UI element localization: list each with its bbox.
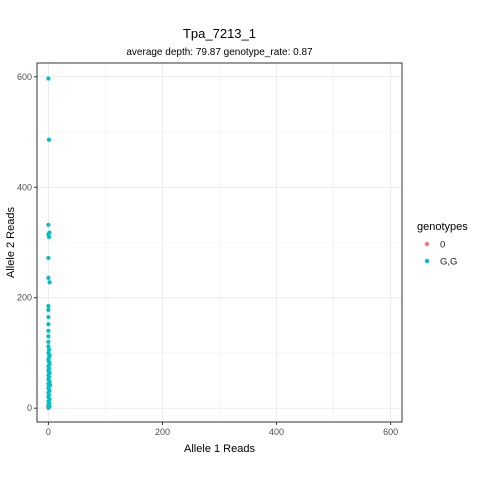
- y-axis: 0 200 400 600: [17, 72, 37, 413]
- data-point-series-1: [46, 328, 51, 333]
- data-point-series-1: [46, 334, 51, 339]
- data-point-series-1: [46, 307, 51, 312]
- data-points: [46, 76, 53, 411]
- data-point-series-1: [46, 275, 51, 280]
- data-point-series-1: [46, 222, 51, 227]
- legend-item-1: G,G: [424, 257, 457, 268]
- data-point-series-1: [46, 314, 51, 320]
- chart-subtitle: average depth: 79.87 genotype_rate: 0.87: [126, 47, 313, 58]
- data-point-series-1: [46, 76, 51, 81]
- data-point-series-1: [46, 344, 51, 349]
- x-axis-label: Allele 1 Reads: [184, 443, 255, 455]
- data-point-series-1: [46, 347, 52, 352]
- data-point-series-1: [47, 280, 52, 285]
- legend: genotypes 0 G,G: [417, 221, 468, 268]
- legend-key-0: [424, 241, 430, 247]
- legend-label-1: G,G: [440, 257, 457, 268]
- legend-title: genotypes: [417, 221, 468, 233]
- y-tick-label: 600: [17, 72, 32, 82]
- data-point-series-1: [46, 303, 51, 309]
- data-point-series-1: [46, 137, 52, 142]
- chart-title: Tpa_7213_1: [183, 26, 256, 41]
- plot-panel-border: [36, 62, 403, 423]
- data-point-series-1: [46, 234, 52, 240]
- x-tick-label: 0: [46, 427, 51, 437]
- y-tick-label: 400: [17, 182, 32, 192]
- data-point-series-1: [46, 404, 51, 410]
- x-tick-label: 600: [383, 427, 398, 437]
- data-point-series-1: [46, 339, 51, 345]
- x-axis: 0 200 400 600: [46, 422, 398, 437]
- y-tick-label: 200: [17, 293, 32, 303]
- data-point-series-1: [46, 369, 52, 374]
- x-tick-label: 200: [155, 427, 170, 437]
- data-point-series-1: [46, 400, 52, 405]
- x-tick-label: 400: [269, 427, 284, 437]
- data-point-series-1: [48, 382, 53, 388]
- legend-key-1: [424, 258, 430, 264]
- legend-item-0: 0: [424, 240, 445, 251]
- data-point-series-1: [46, 322, 51, 327]
- legend-label-0: 0: [440, 240, 445, 251]
- y-tick-label: 0: [27, 403, 32, 413]
- minor-gridlines: [37, 63, 402, 422]
- y-axis-label: Allele 2 Reads: [5, 207, 17, 278]
- data-point-series-1: [46, 255, 51, 261]
